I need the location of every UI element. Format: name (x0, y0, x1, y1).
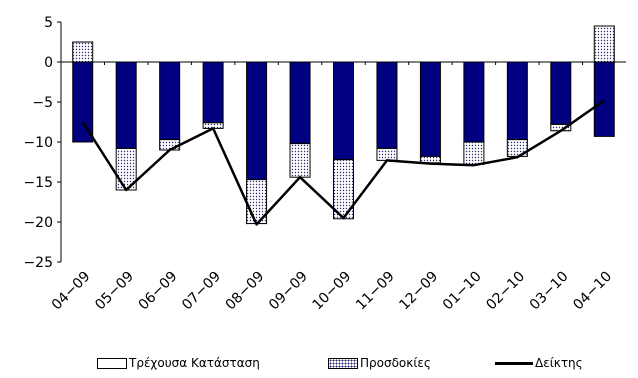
bar-expectations (72, 41, 94, 63)
bar-expectations (593, 25, 615, 63)
x-tick-label: 04−09 (49, 269, 94, 314)
legend-item-index: Δείκτης (495, 354, 583, 372)
bar-current-situation (115, 61, 137, 149)
bar-expectations (376, 147, 398, 161)
x-tick-label: 11−09 (353, 269, 398, 314)
y-tick-label: 5 (44, 15, 53, 31)
y-tick-label: −15 (23, 175, 53, 191)
bar-current-situation (333, 61, 354, 161)
bar-expectations (289, 143, 311, 178)
x-tick-label: 10−09 (310, 269, 355, 314)
x-tick-label: 01−10 (440, 269, 485, 314)
bar-current-situation (550, 61, 572, 125)
legend-swatch-expectations (328, 357, 358, 369)
legend-label-expectations: Προσδοκίες (360, 356, 431, 370)
x-tick-label: 02−10 (483, 269, 528, 314)
legend-item-current: Τρέχουσα Κατάσταση (97, 354, 260, 372)
index-line (81, 99, 605, 226)
legend-label-index: Δείκτης (535, 356, 583, 370)
x-tick-label: 06−09 (136, 269, 181, 314)
x-tick-label: 08−09 (223, 269, 268, 314)
bar-current-situation (593, 61, 615, 137)
bar-current-situation (289, 61, 311, 145)
bar-current-situation (419, 61, 441, 157)
index-line-layer (81, 99, 605, 226)
bar-expectations (463, 141, 485, 165)
bar-current-situation (159, 61, 181, 141)
x-tick-label: 05−09 (92, 269, 137, 314)
legend-swatch-current (97, 357, 127, 369)
y-tick-label: 0 (44, 55, 53, 71)
bar-current-situation (463, 61, 485, 143)
x-tick-label: 03−10 (527, 269, 572, 314)
x-tick-label: 09−09 (266, 269, 311, 314)
x-tick-label: 07−09 (179, 269, 224, 314)
tick-labels: 5 0 −5 −10 −15 −20 −2504−0905−0906−0907−0908−0… (23, 15, 615, 313)
y-tick-label: −20 (23, 215, 53, 231)
bar-current-situation (202, 61, 224, 124)
bars (72, 25, 615, 225)
legend: Τρέχουσα Κατάσταση Προσδοκίες Δείκτης (0, 352, 638, 374)
bar-current-situation (72, 61, 94, 143)
bar-expectations (159, 139, 181, 151)
bar-current-situation (376, 61, 398, 149)
bar-current-situation (246, 61, 268, 181)
x-tick-label: 12−09 (396, 269, 441, 314)
bar-current-situation (506, 61, 528, 141)
y-tick-label: −5 (32, 95, 53, 111)
chart: 5 0 −5 −10 −15 −20 −2504−0905−0906−0907−0908−0… (23, 15, 626, 313)
legend-label-current: Τρέχουσα Κατάσταση (129, 356, 260, 370)
legend-item-expectations: Προσδοκίες (328, 354, 431, 372)
legend-swatch-index (495, 361, 533, 365)
y-tick-label: −25 (23, 255, 53, 271)
y-tick-label: −10 (23, 135, 53, 151)
x-tick-label: 04−10 (570, 269, 615, 314)
